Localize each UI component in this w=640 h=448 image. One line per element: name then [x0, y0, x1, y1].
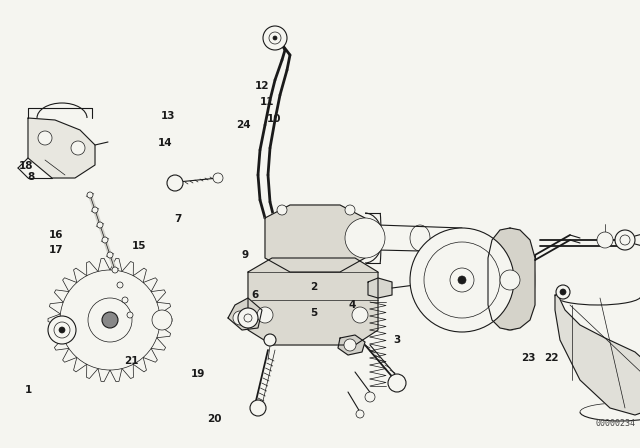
Text: 13: 13	[161, 111, 175, 121]
Polygon shape	[555, 295, 640, 415]
Text: 6: 6	[251, 290, 259, 300]
Circle shape	[257, 307, 273, 323]
Circle shape	[250, 400, 266, 416]
Circle shape	[71, 141, 85, 155]
Circle shape	[87, 192, 93, 198]
Circle shape	[122, 297, 128, 303]
Circle shape	[500, 270, 520, 290]
Circle shape	[365, 392, 375, 402]
Text: 12: 12	[255, 82, 269, 91]
Circle shape	[424, 242, 500, 318]
Circle shape	[458, 276, 466, 284]
Polygon shape	[28, 118, 95, 178]
Text: 18: 18	[19, 161, 33, 171]
Polygon shape	[265, 205, 365, 272]
Text: 15: 15	[132, 241, 147, 251]
Text: 17: 17	[49, 245, 63, 255]
Circle shape	[38, 131, 52, 145]
Circle shape	[102, 312, 118, 328]
Text: 4: 4	[348, 300, 356, 310]
Circle shape	[344, 339, 356, 351]
Circle shape	[107, 252, 113, 258]
Text: 2: 2	[310, 282, 317, 292]
Circle shape	[356, 410, 364, 418]
Text: 22: 22	[545, 353, 559, 363]
Circle shape	[48, 316, 76, 344]
Text: 24: 24	[236, 120, 250, 129]
Circle shape	[556, 285, 570, 299]
Circle shape	[277, 205, 287, 215]
Text: 7: 7	[174, 214, 182, 224]
Text: 11: 11	[260, 97, 275, 107]
Circle shape	[244, 314, 252, 322]
Circle shape	[59, 327, 65, 333]
Circle shape	[213, 173, 223, 183]
Circle shape	[450, 268, 474, 292]
Polygon shape	[228, 298, 262, 330]
Circle shape	[560, 289, 566, 295]
Circle shape	[92, 207, 98, 213]
Circle shape	[102, 237, 108, 243]
Circle shape	[352, 307, 368, 323]
Text: 10: 10	[267, 114, 281, 124]
Circle shape	[112, 267, 118, 273]
Text: 21: 21	[124, 356, 138, 366]
Circle shape	[620, 235, 630, 245]
Circle shape	[117, 282, 123, 288]
Circle shape	[97, 222, 103, 228]
Circle shape	[152, 310, 172, 330]
Circle shape	[345, 205, 355, 215]
Circle shape	[410, 228, 514, 332]
Text: 3: 3	[393, 336, 401, 345]
Polygon shape	[412, 280, 428, 297]
Circle shape	[264, 334, 276, 346]
Circle shape	[388, 374, 406, 392]
Circle shape	[60, 270, 160, 370]
Polygon shape	[248, 258, 378, 345]
Text: 5: 5	[310, 308, 317, 318]
Circle shape	[233, 311, 247, 325]
Circle shape	[597, 232, 613, 248]
Circle shape	[273, 36, 277, 40]
Text: 20: 20	[207, 414, 221, 424]
Circle shape	[269, 32, 281, 44]
Circle shape	[167, 175, 183, 191]
Circle shape	[127, 312, 133, 318]
Text: 19: 19	[191, 369, 205, 379]
Circle shape	[54, 322, 70, 338]
Circle shape	[238, 308, 258, 328]
Circle shape	[615, 230, 635, 250]
Circle shape	[88, 298, 132, 342]
Text: 14: 14	[158, 138, 172, 148]
Text: 1: 1	[25, 385, 33, 395]
Polygon shape	[368, 278, 392, 298]
Circle shape	[263, 26, 287, 50]
Text: 16: 16	[49, 230, 63, 240]
Polygon shape	[338, 335, 365, 355]
Text: 8: 8	[27, 172, 35, 182]
Circle shape	[345, 218, 385, 258]
Text: 9: 9	[241, 250, 249, 260]
Polygon shape	[488, 228, 535, 330]
Text: 23: 23	[521, 353, 535, 363]
Text: 00000234: 00000234	[595, 419, 635, 428]
